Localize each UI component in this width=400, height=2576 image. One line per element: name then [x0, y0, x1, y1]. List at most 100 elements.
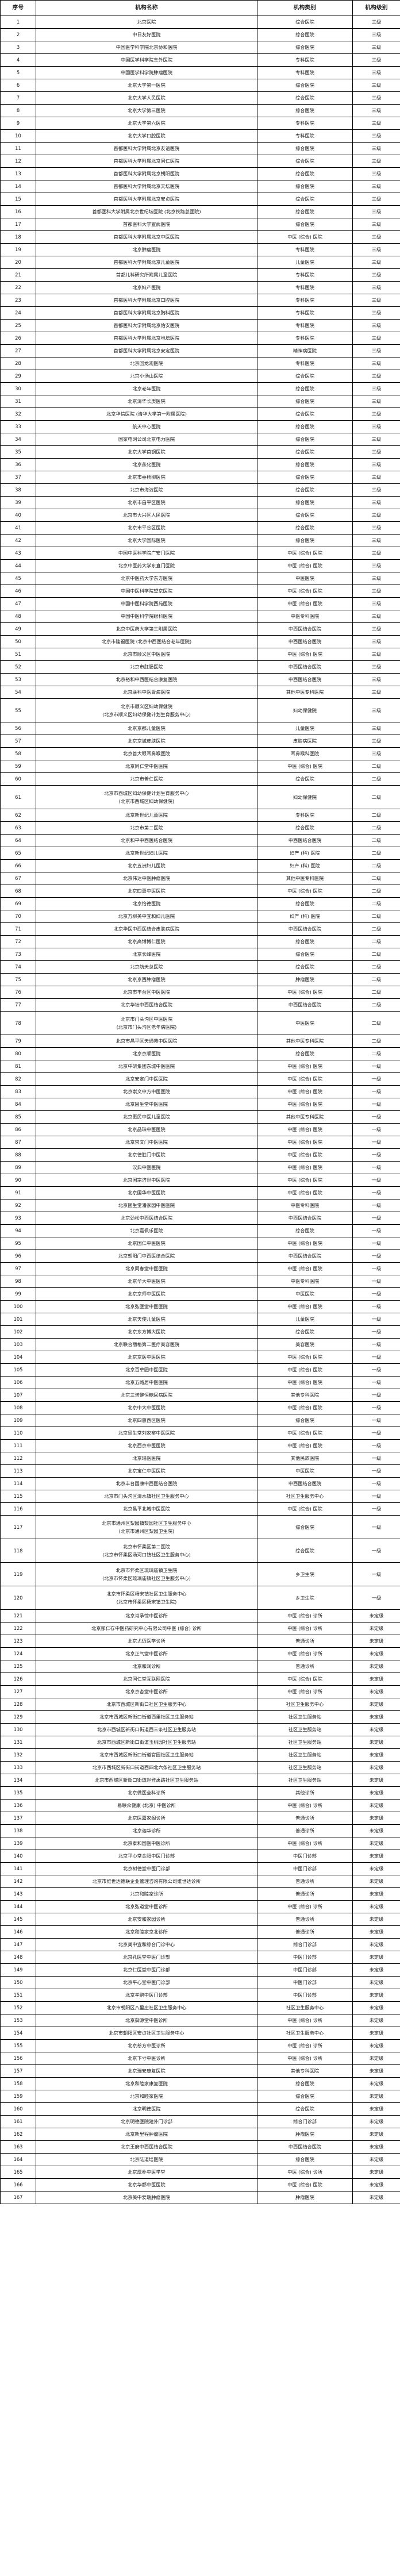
institution-name-primary: 首都医科大学附属北京朝阳医院 [113, 171, 180, 177]
cell-institution-type: 中医 (综合) 诊所 [257, 1685, 353, 1698]
table-row: 130 北京市西城区新街口街道西三条社区卫生服务站 社区卫生服务站 未定级 [0, 1723, 400, 1736]
cell-institution-level: 未定级 [352, 1660, 400, 1673]
cell-institution-name: 北京晶珠中医医院 [36, 1123, 257, 1136]
cell-index: 97 [0, 1262, 36, 1275]
cell-institution-name: 北京美中宜和综合门诊中心 [36, 1938, 257, 1951]
table-row: 93 北京劲松中西医结合医院 中西医结合医院 一级 [0, 1212, 400, 1225]
institution-name-primary: 北京固生堂中医医院 [125, 1101, 168, 1108]
cell-institution-level: 一级 [352, 1212, 400, 1225]
institution-name-primary: 首都医科大学附属北京儿童医院 [113, 259, 180, 266]
cell-institution-level: 未定级 [352, 1723, 400, 1736]
cell-institution-type: 中西医结合医院 [257, 1249, 353, 1263]
cell-institution-name: 北京迦华诊所 [36, 1824, 257, 1837]
institution-name-primary: 北京惠民中医儿童医院 [123, 1114, 170, 1120]
cell-institution-name: 首都医科大学附属北京友谊医院 [36, 142, 257, 155]
cell-institution-level: 未定级 [352, 2102, 400, 2116]
cell-index: 87 [0, 1136, 36, 1149]
table-row: 108 北京中大中医医院 中医 (综合) 医院 一级 [0, 1401, 400, 1414]
cell-institution-name: 北京京顺医院 [36, 1047, 257, 1060]
cell-index: 152 [0, 2001, 36, 2014]
table-row: 129 北京市西城区新街口街道西里社区卫生服务站 社区卫生服务站 未定级 [0, 1710, 400, 1724]
cell-institution-type: 中医 (综合) 医院 [257, 1401, 353, 1414]
cell-index: 91 [0, 1186, 36, 1199]
cell-institution-name: 北京联合丽格第二医疗美容医院 [36, 1338, 257, 1351]
cell-institution-level: 三级 [352, 180, 400, 193]
cell-institution-level: 一级 [352, 1249, 400, 1263]
cell-institution-type: 美容医院 [257, 1338, 353, 1351]
institution-name-primary: 北京德胜门中医院 [128, 1152, 166, 1158]
cell-index: 125 [0, 1660, 36, 1673]
cell-institution-type: 专科医院 [257, 53, 353, 67]
cell-institution-name: 北京小汤山医院 [36, 370, 257, 383]
cell-index: 85 [0, 1110, 36, 1124]
cell-institution-level: 一级 [352, 1414, 400, 1427]
cell-institution-level: 未定级 [352, 1824, 400, 1837]
table-row: 119 北京市怀柔区琉璃庙镇卫生院 (北京市怀柔区琉璃庙镇社区卫生服务中心) 乡卫生院… [0, 1562, 400, 1586]
cell-index: 162 [0, 2128, 36, 2141]
cell-index: 19 [0, 243, 36, 256]
table-row: 62 北京新世纪儿童医院 专科医院 二级 [0, 809, 400, 822]
table-row: 115 北京市门头沟区清水镇社区卫生服务中心 社区卫生服务中心 一级 [0, 1490, 400, 1503]
institution-name-primary: 北京京顺医院 [132, 1051, 161, 1057]
cell-institution-level: 三级 [352, 509, 400, 522]
institution-name-primary: 北京联科中医肾病医院 [123, 689, 170, 695]
cell-institution-type: 综合医院 [257, 772, 353, 786]
cell-institution-name: 北京大学第三医院 [36, 104, 257, 117]
institution-name-primary: 北京京师中医医院 [128, 1291, 166, 1297]
cell-institution-type: 综合医院 [257, 471, 353, 484]
column-header-name: 机构名称 [36, 0, 257, 16]
cell-institution-type: 儿童医院 [257, 722, 353, 735]
cell-index: 46 [0, 585, 36, 598]
cell-institution-level: 二级 [352, 1035, 400, 1048]
cell-index: 38 [0, 483, 36, 497]
cell-institution-level: 未定级 [352, 2128, 400, 2141]
cell-index: 132 [0, 1748, 36, 1762]
institution-name-primary: 北京首大眼耳鼻喉医院 [123, 751, 170, 757]
cell-institution-type: 综合医院 [257, 483, 353, 497]
cell-institution-type: 普通诊所 [257, 1875, 353, 1888]
cell-institution-name: 中国中医科学院望京医院 [36, 585, 257, 598]
cell-institution-type: 社区卫生服务中心 [257, 2027, 353, 2040]
table-body: 1 北京医院 综合医院 三级 2 中日友好医院 综合医院 三级 3 中国医学科学院北京协和医院 综合… [0, 16, 400, 2204]
institution-name-primary: 北京市西城区新街口街道西里社区卫生服务站 [99, 1714, 194, 1720]
institution-name-primary: 北京平心堂中医门诊部 [123, 1979, 170, 1986]
table-row: 165 北京厚朴中医学堂 中医 (综合) 诊所 未定级 [0, 2166, 400, 2179]
cell-institution-type: 综合医院 [257, 897, 353, 910]
cell-index: 92 [0, 1199, 36, 1212]
institution-name-primary: 北京市西城区新街口街道西三条社区卫生服务站 [97, 1727, 196, 1733]
cell-institution-type: 中医医院 [257, 572, 353, 585]
table-row: 4 中国医学科学院阜外医院 专科医院 三级 [0, 53, 400, 67]
cell-institution-type: 普通诊所 [257, 1635, 353, 1648]
table-row: 16 首都医科大学附属北京世纪坛医院 (北京铁路总医院) 综合医院 三级 [0, 205, 400, 218]
cell-institution-type: 中医 (综合) 医院 [257, 1439, 353, 1452]
cell-index: 55 [0, 698, 36, 722]
cell-institution-name: 首都医科大学附属北京朝阳医院 [36, 167, 257, 180]
cell-institution-name: 中国中医科学院西苑医院 [36, 597, 257, 610]
cell-institution-type: 综合医院 [257, 458, 353, 471]
table-row: 99 北京京师中医医院 中医医院 一级 [0, 1287, 400, 1301]
cell-institution-name: 北京国华中医医院 [36, 1186, 257, 1199]
institution-name-primary: 首都儿科研究所附属儿童医院 [116, 272, 178, 278]
cell-institution-name: 北京同仁堂中医医院 [36, 760, 257, 773]
cell-index: 11 [0, 142, 36, 155]
cell-index: 133 [0, 1761, 36, 1774]
institution-name-primary: 首都医科大学附属北京中医医院 [113, 234, 180, 240]
cell-institution-name: 北京肿瘤医院 [36, 243, 257, 256]
cell-institution-name: 北京京城皮肤医院 [36, 735, 257, 748]
cell-index: 74 [0, 960, 36, 974]
cell-institution-type: 中医 (综合) 医院 [257, 1502, 353, 1516]
cell-index: 56 [0, 722, 36, 735]
cell-institution-type: 中医 (综合) 诊所 [257, 1647, 353, 1660]
cell-institution-level: 三级 [352, 294, 400, 307]
cell-index: 10 [0, 129, 36, 143]
cell-institution-name: 北京京杏堂中医诊所 [36, 1685, 257, 1698]
cell-index: 145 [0, 1913, 36, 1926]
institution-name-primary: 北京高博博仁医院 [128, 939, 166, 945]
cell-index: 159 [0, 2090, 36, 2103]
cell-institution-type: 综合医院 [257, 41, 353, 54]
cell-institution-name: 中国中医科学院眼科医院 [36, 610, 257, 623]
institution-name-primary: 北京肿瘤医院 [132, 247, 161, 253]
table-row: 150 北京平心堂中医门诊部 中医门诊部 未定级 [0, 1976, 400, 1989]
institution-name-primary: 北京固生堂潘家园中医医院 [118, 1202, 175, 1209]
table-row: 28 北京回龙观医院 专科医院 三级 [0, 357, 400, 370]
